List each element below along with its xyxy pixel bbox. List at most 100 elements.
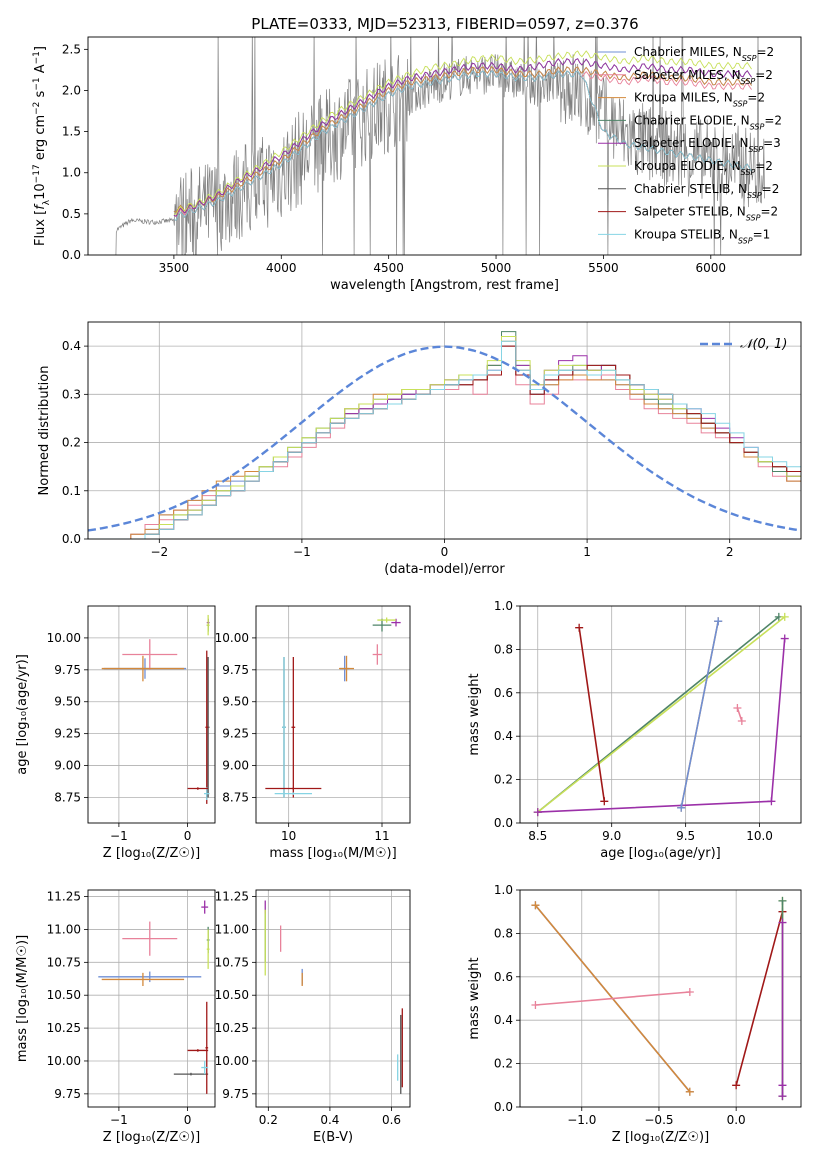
weight-marker: [778, 1081, 787, 1090]
y-tick-label: 9.00: [54, 759, 81, 773]
weight-marker: [685, 1087, 694, 1096]
x-tick-label: 6000: [696, 261, 727, 275]
y-tick-label: 0.3: [62, 387, 81, 401]
y-tick-label: 0.2: [494, 773, 513, 787]
legend-entry: 𝒩(0, 1): [740, 337, 787, 352]
panel-weight_vs_Z: −1.0 −0.5 0.0 0.0 0.2 0.4 0.6 0.8 1.0 Z [log₁₀(Z/…: [467, 883, 802, 1145]
weight-line: [578, 627, 606, 802]
weight-line: [680, 621, 719, 808]
figure-title: PLATE=0333, MJD=52313, FIBERID=0597, z=0…: [251, 15, 638, 33]
x-tick-label: −1: [293, 545, 311, 559]
y-tick-label: 0.4: [62, 339, 81, 353]
y-tick-label: 0.0: [62, 532, 81, 546]
x-tick-label: 2: [726, 545, 734, 559]
y-tick-label: 11.25: [215, 890, 249, 904]
weight-marker: [767, 797, 776, 806]
y-tick-label: 9.50: [54, 695, 81, 709]
y-axis-label: Flux [fλ10−17 erg cm−2 s−1 A−1]: [32, 46, 52, 246]
plot-area: [265, 617, 401, 798]
axes-frame: [87, 889, 216, 1108]
y-tick-label: 11.00: [47, 922, 81, 936]
y-tick-label: 0.5: [62, 207, 81, 221]
plot-area: [98, 900, 210, 1094]
weight-line: [735, 911, 784, 1086]
y-tick-label: 0.8: [494, 642, 513, 656]
x-axis-label: wavelength [Angstrom, rest frame]: [330, 278, 559, 293]
plot-layer: 3500 4000 4500 5000 5500 6000 0.0 0.5 1.0 1.5 2.0 2…: [15, 36, 802, 1145]
x-tick-label: 8.5: [528, 829, 547, 843]
y-axis-label: mass [log₁₀(M/M☉)]: [15, 935, 30, 1062]
panel-residuals: −2 −1 0 1 2 0.0 0.1 0.2 0.3 0.4 (data-model)/error…: [37, 321, 802, 577]
axes-frame: [87, 321, 802, 540]
weight-line: [537, 616, 786, 813]
legend-entry: Salpeter STELIB, NSSP=2: [634, 205, 778, 223]
legend-entry: Chabrier STELIB, NSSP=2: [634, 182, 779, 200]
y-tick-label: 9.75: [54, 1087, 81, 1101]
y-tick-label: 10.00: [47, 631, 81, 645]
x-tick-label: −0.5: [644, 1113, 673, 1127]
x-tick-label: 5000: [481, 261, 512, 275]
x-axis-label: Z [log₁₀(Z/Z☉)]: [103, 846, 200, 861]
y-tick-label: 1.0: [494, 883, 513, 897]
x-axis-label: Z [log₁₀(Z/Z☉)]: [612, 1130, 709, 1145]
y-tick-label: 9.25: [54, 727, 81, 741]
y-tick-label: 10.00: [215, 631, 249, 645]
x-tick-label: 5500: [588, 261, 619, 275]
y-tick-label: 9.75: [222, 663, 249, 677]
y-tick-label: 10.00: [47, 1054, 81, 1068]
y-tick-label: 9.50: [222, 695, 249, 709]
y-tick-label: 1.0: [494, 599, 513, 613]
x-tick-label: 11: [374, 829, 389, 843]
y-tick-label: 10.50: [47, 988, 81, 1002]
weight-line: [537, 638, 786, 813]
y-tick-label: 0.8: [494, 926, 513, 940]
legend-entry: Chabrier ELODIE, NSSP=2: [634, 113, 782, 130]
y-tick-label: 0.6: [494, 686, 513, 700]
plot-area: [101, 614, 210, 804]
y-tick-label: 9.25: [222, 727, 249, 741]
y-tick-label: 2.0: [62, 83, 81, 97]
x-tick-label: −1: [110, 829, 128, 843]
model-line: [173, 58, 752, 217]
x-tick-label: 0.0: [727, 1113, 746, 1127]
x-tick-label: −2: [150, 545, 168, 559]
y-tick-label: 10.00: [215, 1054, 249, 1068]
weight-marker: [575, 623, 584, 632]
y-tick-label: 9.75: [222, 1087, 249, 1101]
x-axis-label: Z [log₁₀(Z/Z☉)]: [103, 1130, 200, 1145]
y-tick-label: 0.1: [62, 484, 81, 498]
x-tick-label: 10.0: [746, 829, 773, 843]
panel-age_vs_Z: −1 0 8.75 9.00 9.25 9.50 9.75 10.00 Z [log₁₀(Z/Z…: [15, 605, 216, 861]
x-tick-label: 0.6: [382, 1113, 401, 1127]
axes-frame: [87, 605, 216, 824]
axes-frame: [519, 605, 802, 824]
weight-marker: [778, 918, 787, 927]
weight-marker: [677, 803, 686, 812]
x-tick-label: 0: [184, 1113, 192, 1127]
x-tick-label: 0.2: [259, 1113, 278, 1127]
y-tick-label: 10.75: [215, 955, 249, 969]
y-tick-label: 11.25: [47, 890, 81, 904]
x-tick-label: 3500: [159, 261, 190, 275]
panel-mass_vs_ebv: 0.2 0.4 0.6 9.75 10.00 10.25 10.50 10.75 11.00 11…: [215, 889, 411, 1145]
model-line: [173, 65, 752, 214]
normal-curve: [88, 345, 801, 532]
x-axis-label: (data-model)/error: [384, 562, 505, 577]
y-tick-label: 10.25: [215, 1021, 249, 1035]
x-tick-label: 0: [441, 545, 449, 559]
panel-spectrum: 3500 4000 4500 5000 5500 6000 0.0 0.5 1.0 1.5 2.0 2…: [32, 36, 802, 293]
weight-marker: [531, 901, 540, 910]
y-axis-label: mass weight: [467, 673, 482, 755]
plot-area: [115, 37, 765, 255]
plot-area: [88, 331, 801, 539]
legend-entry: Kroupa MILES, NSSP=2: [634, 91, 765, 109]
y-tick-label: 0.2: [494, 1057, 513, 1071]
weight-line: [535, 991, 690, 1006]
y-tick-label: 0.0: [494, 816, 513, 830]
histogram-step: [88, 340, 801, 539]
y-axis-label: age [log₁₀(age/yr)]: [15, 654, 30, 775]
y-axis-label: mass weight: [467, 957, 482, 1039]
weight-marker: [780, 634, 789, 643]
y-tick-label: 8.75: [222, 790, 249, 804]
panel-weight_vs_age: 8.5 9.0 9.5 10.0 0.0 0.2 0.4 0.6 0.8 1.0 age [log₁…: [467, 599, 802, 861]
